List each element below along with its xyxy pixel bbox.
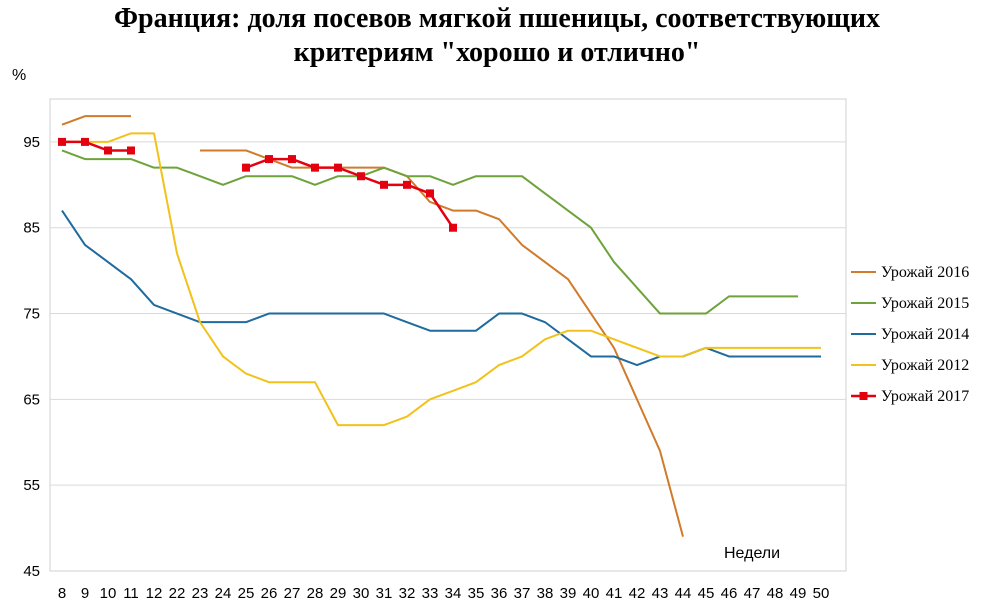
data-point-32 <box>403 180 411 189</box>
x-tick-44: 44 <box>675 585 692 602</box>
x-tick-32: 32 <box>399 585 416 602</box>
y-tick-85: 85 <box>23 220 40 237</box>
x-tick-39: 39 <box>560 585 577 602</box>
legend-marker-4 <box>859 392 868 400</box>
x-tick-42: 42 <box>629 585 646 602</box>
data-point-29 <box>334 163 342 172</box>
x-tick-37: 37 <box>514 585 531 602</box>
y-tick-75: 75 <box>23 306 40 323</box>
legend-item-0: Урожай 2016 <box>851 264 969 281</box>
chart-title-line1: Франция: доля посевов мягкой пшеницы, со… <box>113 3 881 34</box>
series-line-0-0 <box>61 115 131 126</box>
y-tick-45: 45 <box>23 563 40 580</box>
x-tick-30: 30 <box>353 585 370 602</box>
y-axis-label: % <box>12 67 26 84</box>
x-tick-25: 25 <box>238 585 255 602</box>
legend-item-3: Урожай 2012 <box>851 357 969 374</box>
x-tick-11: 11 <box>123 585 139 602</box>
series-line-0-1 <box>200 149 684 537</box>
series-line-2-0 <box>61 210 821 367</box>
x-tick-labels: 8 9 10 11 12 22 23 24 25 26 27 28 29 30 31 32 33 34 35 36 37… <box>58 585 830 602</box>
x-tick-41: 41 <box>606 585 623 602</box>
x-tick-9: 9 <box>81 585 89 602</box>
legend-item-2: Урожай 2014 <box>851 326 969 343</box>
data-point-11 <box>127 146 135 155</box>
legend-label-3: Урожай 2012 <box>881 357 969 374</box>
x-tick-31: 31 <box>376 585 393 602</box>
x-tick-12: 12 <box>146 585 163 602</box>
legend-label-4: Урожай 2017 <box>881 388 969 405</box>
legend-item-1: Урожай 2015 <box>851 295 969 312</box>
series-line-3-0 <box>62 132 821 427</box>
series-1 <box>61 149 798 315</box>
chart-title: Франция: доля посевов мягкой пшеницы, со… <box>0 2 994 70</box>
data-point-34 <box>449 223 457 232</box>
x-tick-50: 50 <box>813 585 830 602</box>
plot-area <box>49 98 847 572</box>
data-point-30 <box>357 172 365 181</box>
legend-label-0: Урожай 2016 <box>881 264 969 281</box>
x-tick-36: 36 <box>491 585 508 602</box>
series-4 <box>58 137 457 232</box>
series-3 <box>62 132 821 427</box>
x-tick-38: 38 <box>537 585 554 602</box>
x-tick-27: 27 <box>284 585 301 602</box>
x-tick-49: 49 <box>790 585 807 602</box>
x-tick-24: 24 <box>215 585 232 602</box>
x-tick-10: 10 <box>100 585 117 602</box>
x-tick-47: 47 <box>744 585 761 602</box>
x-tick-23: 23 <box>192 585 209 602</box>
x-tick-35: 35 <box>468 585 485 602</box>
data-point-33 <box>426 189 434 198</box>
x-tick-29: 29 <box>330 585 347 602</box>
data-point-25 <box>242 163 250 172</box>
x-tick-45: 45 <box>698 585 715 602</box>
grid <box>50 141 846 486</box>
data-point-10 <box>104 146 112 155</box>
data-point-9 <box>81 137 89 146</box>
x-tick-46: 46 <box>721 585 738 602</box>
y-tick-labels: 45 55 65 75 85 95 <box>23 134 40 580</box>
x-tick-26: 26 <box>261 585 278 602</box>
data-point-26 <box>265 155 273 164</box>
x-tick-34: 34 <box>445 585 462 602</box>
series-line-4-0 <box>62 140 131 152</box>
series-line-1-0 <box>61 149 798 315</box>
data-point-28 <box>311 163 319 172</box>
series-lines <box>58 115 821 537</box>
x-tick-22: 22 <box>169 585 186 602</box>
y-tick-95: 95 <box>23 134 40 151</box>
x-tick-48: 48 <box>767 585 784 602</box>
x-axis-label: Недели <box>724 545 780 562</box>
x-tick-33: 33 <box>422 585 439 602</box>
x-tick-8: 8 <box>58 585 66 602</box>
data-point-27 <box>288 155 296 164</box>
legend-label-2: Урожай 2014 <box>881 326 969 343</box>
y-tick-65: 65 <box>23 391 40 408</box>
x-tick-43: 43 <box>652 585 669 602</box>
x-tick-40: 40 <box>583 585 600 602</box>
chart-title-line2: критериям "хорошо и отлично" <box>293 37 701 68</box>
legend-item-4: Урожай 2017 <box>851 388 969 405</box>
series-line-4-1 <box>245 157 455 229</box>
series-2 <box>61 210 821 367</box>
x-tick-28: 28 <box>307 585 324 602</box>
data-point-8 <box>58 137 66 146</box>
legend-label-1: Урожай 2015 <box>881 295 969 312</box>
data-point-31 <box>380 180 388 189</box>
y-tick-55: 55 <box>23 477 40 494</box>
series-0 <box>61 115 684 537</box>
legend: Урожай 2016 Урожай 2015 Урожай 2014 Урожай … <box>851 264 969 405</box>
